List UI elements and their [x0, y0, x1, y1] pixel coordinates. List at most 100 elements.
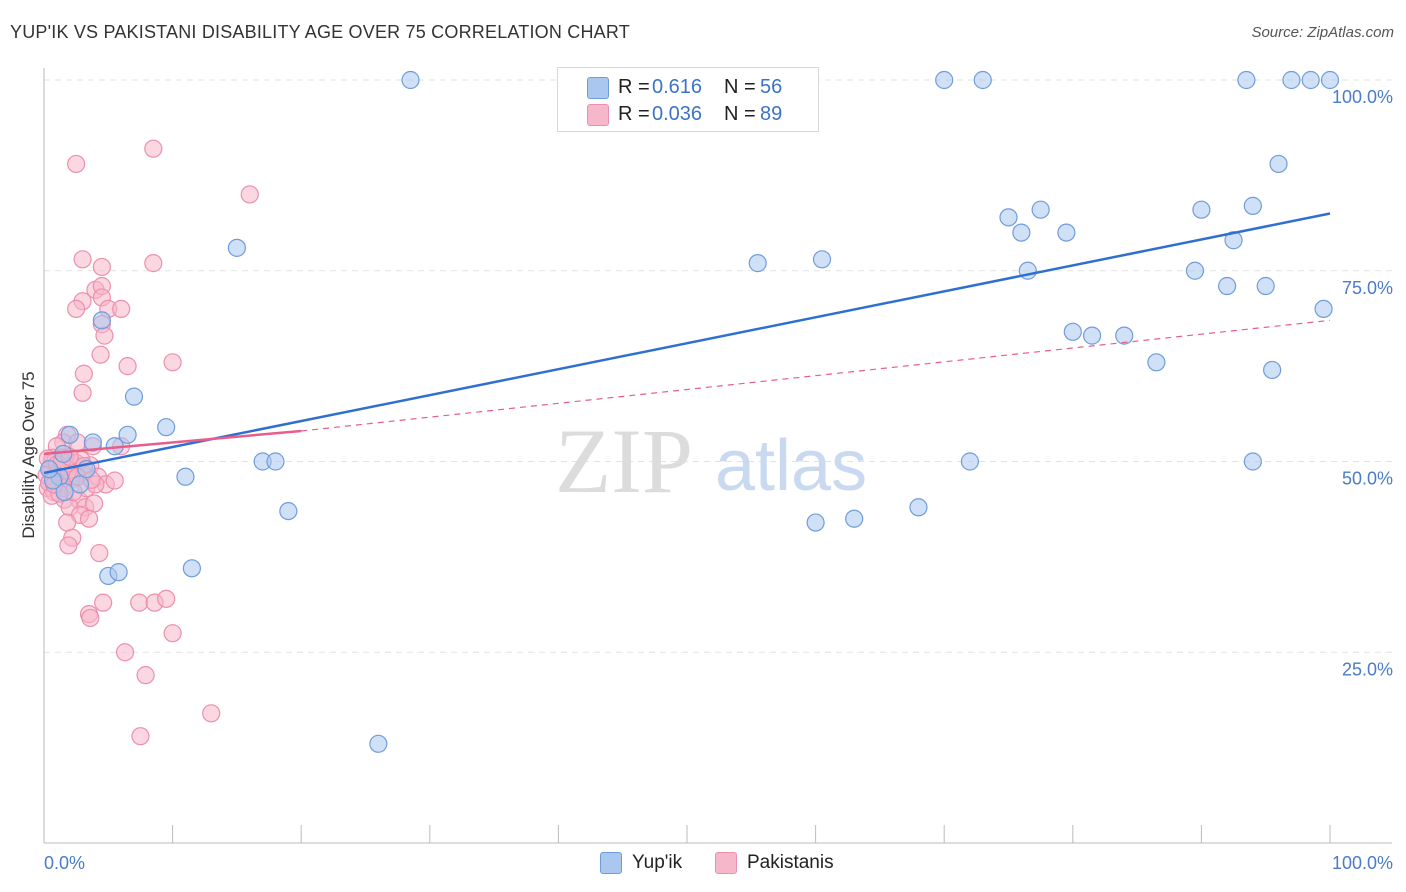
- stats-legend: R = 0.616 N = 56 R = 0.036 N = 89: [557, 67, 819, 132]
- pakistanis-point-58: [130, 593, 149, 612]
- pakistanis-point-17: [73, 383, 92, 402]
- yupik-point-11: [1243, 196, 1262, 215]
- pakistanis-point-57: [81, 608, 100, 628]
- pakistanis-point-64: [131, 727, 150, 746]
- y-tick-label-75: 75.0%: [1342, 278, 1393, 298]
- pakistanis-point-4: [92, 257, 111, 277]
- watermark-zip: ZIP: [555, 410, 693, 512]
- pakistanis-point-65: [202, 704, 221, 723]
- yupik-point-27: [1147, 353, 1166, 372]
- yupik-point-9: [1031, 200, 1050, 219]
- yupik-point-54: [182, 559, 201, 578]
- yupik-point-39: [70, 475, 90, 494]
- yupik-point-13: [1012, 223, 1031, 242]
- yupik-point-23: [1314, 299, 1333, 318]
- pakistanis-point-15: [91, 345, 110, 364]
- pakistanis-point-62: [115, 643, 135, 662]
- yupik-point-33: [83, 433, 102, 452]
- pakistanis-point-12: [112, 299, 131, 318]
- series-label-yupik: Yup'ik: [632, 852, 683, 873]
- yupik-point-32: [60, 425, 79, 444]
- y-tick-label-50: 50.0%: [1342, 469, 1393, 489]
- yupik-point-42: [40, 460, 59, 479]
- yupik-point-12: [999, 208, 1018, 227]
- yupik-point-6: [1301, 70, 1320, 90]
- x-tick-label-max: 100.0%: [1332, 853, 1393, 873]
- legend-row-pakistanis: R = 0.036 N = 89: [618, 101, 782, 127]
- legend-r-value-yupik: 0.616: [652, 75, 703, 98]
- chart-title: YUP'IK VS PAKISTANI DISABILITY AGE OVER …: [10, 22, 630, 42]
- yupik-point-22: [1256, 276, 1275, 296]
- yupik-point-31: [157, 418, 176, 437]
- y-axis-label: Disability Age Over 75: [19, 371, 38, 538]
- yupik-point-35: [118, 425, 137, 444]
- pakistanis-point-1: [67, 154, 86, 174]
- pakistanis-point-54: [90, 543, 109, 563]
- yupik-point-51: [1243, 452, 1262, 471]
- x-axis-ticks: [43, 825, 1331, 843]
- pakistanis-point-42: [79, 509, 99, 528]
- pakistanis-point-2: [240, 185, 259, 204]
- y-tick-label-25: 25.0%: [1342, 659, 1393, 679]
- y-axis-tick-labels: 25.0% 50.0% 75.0% 100.0%: [1332, 87, 1393, 679]
- pakistanis-point-60: [157, 589, 176, 608]
- yupik-point-10: [1192, 200, 1211, 219]
- series-legend-yupik: Yup'ik: [600, 852, 682, 874]
- pakistanis-point-63: [136, 666, 155, 685]
- trend-lines: [43, 212, 1331, 475]
- grid-lines: [44, 79, 1392, 653]
- legend-swatch-pakistanis: [587, 104, 609, 126]
- yupik-point-30: [124, 387, 144, 406]
- yupik-point-50: [960, 452, 980, 471]
- pakistanis-point-0: [144, 139, 163, 158]
- yupik-point-55: [369, 734, 388, 753]
- yupik-point-16: [227, 238, 246, 257]
- legend-swatch-yupik: [587, 77, 609, 99]
- pakistanis-point-16: [74, 364, 93, 383]
- pakistanis-point-19: [163, 353, 182, 372]
- legend-row-yupik: R = 0.616 N = 56: [618, 74, 782, 100]
- pakistanis-trend-line-extension: [301, 319, 1331, 432]
- yupik-point-17: [748, 254, 767, 273]
- pakistanis-point-10: [67, 299, 86, 318]
- legend-r-label: R =: [618, 75, 650, 98]
- yupik-point-25: [1082, 326, 1102, 345]
- yupik-point-45: [266, 452, 285, 471]
- yupik-point-40: [55, 482, 74, 502]
- legend-n-label: N =: [724, 102, 756, 125]
- yupik-point-3: [973, 70, 992, 90]
- yupik-point-20: [1185, 261, 1205, 280]
- series-legend-pakistanis: Pakistanis: [715, 852, 834, 874]
- yupik-point-5: [1282, 70, 1301, 90]
- yupik-point-28: [1263, 360, 1282, 380]
- x-tick-label-min: 0.0%: [44, 853, 85, 873]
- pakistanis-point-43: [58, 513, 77, 532]
- pakistanis-point-49: [105, 471, 124, 490]
- pakistanis-point-40: [85, 494, 104, 513]
- pakistanis-point-45: [59, 536, 78, 555]
- y-tick-label-100: 100.0%: [1332, 87, 1393, 107]
- legend-r-label: R =: [618, 102, 650, 125]
- pakistanis-point-5: [144, 254, 163, 273]
- yupik-point-2: [935, 70, 954, 90]
- legend-n-value-yupik: 56: [760, 75, 783, 98]
- watermark: ZIP atlas: [555, 410, 867, 512]
- watermark-atlas: atlas: [715, 426, 867, 506]
- yupik-point-46: [279, 501, 298, 521]
- legend-n-value-pakistanis: 89: [760, 102, 783, 125]
- pakistanis-point-55: [94, 593, 113, 612]
- yupik-point-21: [1218, 276, 1237, 296]
- pakistanis-point-61: [163, 624, 182, 643]
- yupik-point-48: [845, 509, 864, 528]
- yupik-point-14: [1057, 223, 1076, 242]
- source-label: Source: ZipAtlas.com: [1251, 24, 1394, 41]
- yupik-point-18: [812, 250, 832, 269]
- legend-n-label: N =: [724, 75, 756, 98]
- yupik-point-29: [92, 311, 111, 330]
- yupik-point-8: [1269, 154, 1288, 174]
- legend-r-value-pakistanis: 0.036: [652, 102, 703, 125]
- pakistanis-point-3: [73, 250, 92, 269]
- yupik-point-4: [1237, 70, 1256, 90]
- pakistanis-point-14: [95, 326, 114, 345]
